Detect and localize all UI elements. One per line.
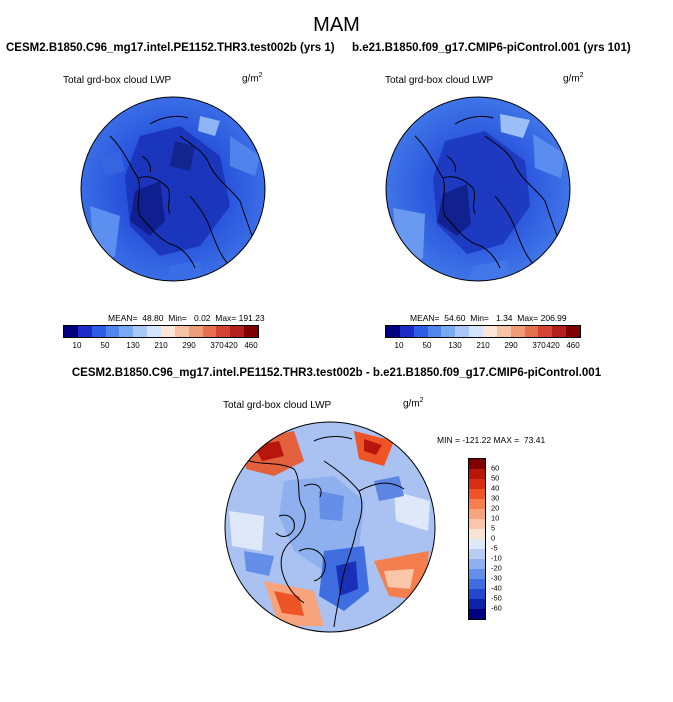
panel-2-colorbar-tick: 50 xyxy=(422,341,432,350)
difference-units: g/m2 xyxy=(403,397,424,410)
diff-colorbar-tick: 50 xyxy=(491,473,500,483)
diff-colorbar-tick: 5 xyxy=(491,523,496,533)
diff-colorbar-tick: 60 xyxy=(491,463,500,473)
panel-2-stats: MEAN= 54.60 Min= 1.34 Max= 206.99 xyxy=(410,313,567,323)
diff-colorbar-tick: -20 xyxy=(491,563,502,573)
difference-variable-label: Total grd-box cloud LWP xyxy=(223,400,332,411)
panel-2-polar-map xyxy=(385,96,571,282)
panel-2-colorbar: 10 50 130 210 290 370 420 460 xyxy=(385,325,581,353)
panel-1-variable-label: Total grd-box cloud LWP xyxy=(63,75,172,86)
season-title: MAM xyxy=(313,14,360,36)
diff-colorbar-tick: 20 xyxy=(491,503,500,513)
panel-1-polar-map xyxy=(80,96,266,282)
difference-colorbar xyxy=(468,458,486,620)
panel-2-colorbar-tick: 10 xyxy=(394,341,404,350)
panel-1-colorbar-tick: 370 xyxy=(210,341,224,350)
panel-1-colorbar-tick: 460 xyxy=(244,341,258,350)
diff-colorbar-tick: 40 xyxy=(491,483,500,493)
difference-colorbar-ticks: 60 50 40 30 20 10 5 0 -5 -10 -20 -30 -40… xyxy=(491,458,521,620)
panel-1-colorbar-tick: 210 xyxy=(154,341,168,350)
panel-2-colorbar-tick: 210 xyxy=(476,341,490,350)
panel-2-units: g/m2 xyxy=(563,72,584,85)
difference-polar-map xyxy=(224,421,436,633)
panel-2-colorbar-tick: 130 xyxy=(448,341,462,350)
difference-stats: MIN = -121.22 MAX = 73.41 xyxy=(437,435,546,445)
panel-2-run-title: b.e21.B1850.f09_g17.CMIP6-piControl.001 … xyxy=(352,42,631,54)
panel-1-colorbar-tick: 50 xyxy=(100,341,110,350)
panel-1-colorbar-tick: 10 xyxy=(72,341,82,350)
panel-1-units: g/m2 xyxy=(242,72,263,85)
panel-1-stats: MEAN= 48.80 Min= 0.02 Max= 191.23 xyxy=(108,313,265,323)
diff-colorbar-tick: 0 xyxy=(491,533,496,543)
diff-colorbar-tick: -50 xyxy=(491,593,502,603)
panel-1-colorbar-tick: 290 xyxy=(182,341,196,350)
diff-colorbar-tick: -60 xyxy=(491,603,502,613)
panel-1-colorbar: 10 50 130 210 290 370 420 460 xyxy=(63,325,259,353)
panel-1-colorbar-tick: 130 xyxy=(126,341,140,350)
panel-2-colorbar-tick: 420 xyxy=(546,341,560,350)
difference-title: CESM2.B1850.C96_mg17.intel.PE1152.THR3.t… xyxy=(71,367,602,379)
diff-colorbar-tick: -10 xyxy=(491,553,502,563)
diff-colorbar-tick: -40 xyxy=(491,583,502,593)
panel-2-colorbar-tick: 460 xyxy=(566,341,580,350)
panel-2-colorbar-tick: 290 xyxy=(504,341,518,350)
panel-2-colorbar-tick: 370 xyxy=(532,341,546,350)
diff-colorbar-tick: -30 xyxy=(491,573,502,583)
panel-2-variable-label: Total grd-box cloud LWP xyxy=(385,75,494,86)
diff-colorbar-tick: 30 xyxy=(491,493,500,503)
panel-1-colorbar-tick: 420 xyxy=(224,341,238,350)
panel-1-run-title: CESM2.B1850.C96_mg17.intel.PE1152.THR3.t… xyxy=(6,42,335,54)
diff-colorbar-tick: -5 xyxy=(491,543,498,553)
diff-colorbar-tick: 10 xyxy=(491,513,500,523)
